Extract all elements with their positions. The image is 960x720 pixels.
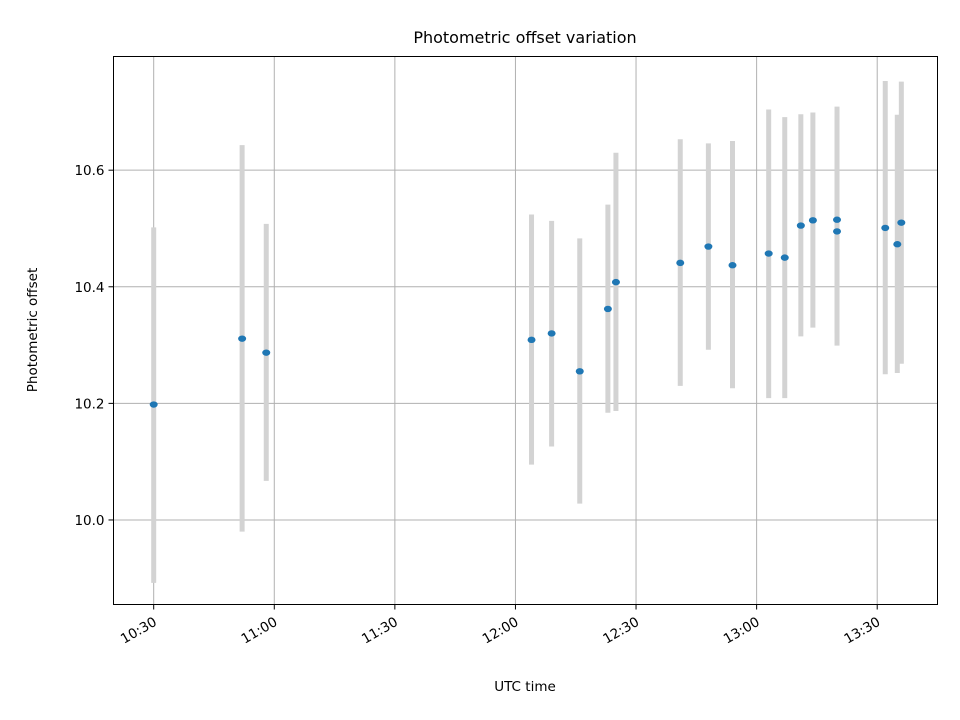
data-point <box>262 349 271 356</box>
data-point <box>611 278 620 286</box>
x-tick-label: 13:00 <box>721 614 763 647</box>
data-point <box>728 262 737 269</box>
data-point <box>833 228 842 235</box>
data-point <box>149 401 158 408</box>
y-tick-label: 10.4 <box>74 280 104 296</box>
data-points <box>149 216 906 408</box>
y-tick-label: 10.6 <box>74 163 104 179</box>
x-tick-label: 13:30 <box>842 614 884 647</box>
axis-ticks: 10:30 11:00 11:30 12:00 12:30 13:00 13:30 10.0 1… <box>74 163 883 647</box>
data-point <box>780 254 789 261</box>
data-point <box>764 250 773 257</box>
y-axis-label: Photometric offset <box>25 268 41 392</box>
data-point <box>796 222 805 229</box>
x-axis-label: UTC time <box>494 679 556 695</box>
data-point <box>238 335 247 342</box>
data-point <box>704 243 713 250</box>
data-point <box>808 217 817 224</box>
data-point <box>527 336 536 344</box>
x-tick-label: 12:00 <box>480 614 522 647</box>
y-tick-label: 10.2 <box>74 396 104 412</box>
data-point <box>603 305 612 313</box>
x-tick-label: 12:30 <box>600 614 642 647</box>
data-point <box>547 330 556 337</box>
error-bars <box>151 80 904 583</box>
x-tick-label: 10:30 <box>118 614 160 647</box>
x-tick-label: 11:30 <box>359 614 401 647</box>
x-tick-label: 11:00 <box>239 614 281 647</box>
plot-frame <box>113 56 938 605</box>
data-point <box>833 216 842 223</box>
data-point <box>575 368 584 375</box>
data-point <box>676 259 685 267</box>
data-point <box>881 224 890 232</box>
data-point <box>893 241 902 248</box>
chart-title: Photometric offset variation <box>413 28 636 47</box>
y-tick-label: 10.0 <box>74 513 104 529</box>
data-point <box>897 219 906 226</box>
